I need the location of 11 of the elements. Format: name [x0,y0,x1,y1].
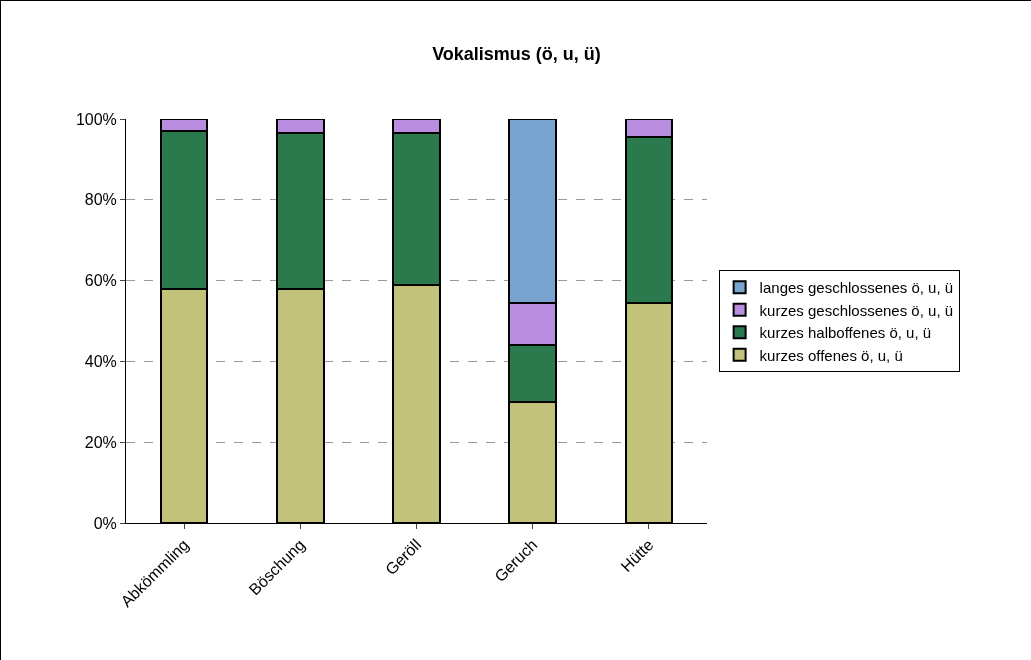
y-tick-label: 60% [84,272,117,290]
legend-label: kurzes halboffenes ö, u, ü [759,324,932,342]
legend-label: kurzes offenes ö, u, ü [759,346,903,364]
y-tick-label: 40% [84,353,117,370]
y-tick-label: 80% [84,191,117,209]
y-tick-label: 20% [84,433,117,451]
legend-label: kurzes geschlossenes ö, u, ü [759,301,954,319]
legend-label: langes geschlossenes ö, u, ü [759,279,954,297]
y-tick-label: 100% [75,110,117,128]
y-tick-label: 0% [93,514,117,532]
chart-title: Vokalismus (ö, u, ü) [432,43,601,64]
